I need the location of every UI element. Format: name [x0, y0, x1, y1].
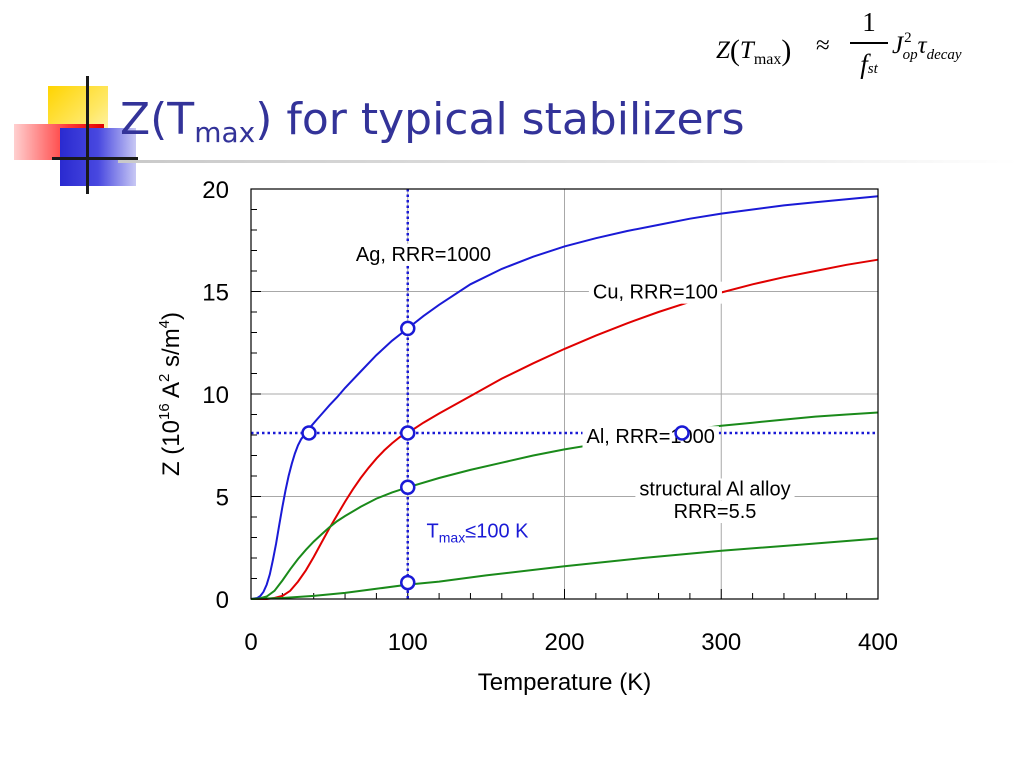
formula-j: J	[892, 32, 904, 59]
formula-t: T	[739, 37, 754, 64]
decorative-horizontal-line	[52, 157, 138, 160]
formula-rhs: J2opτdecay	[892, 30, 962, 63]
y-tick-label-20: 20	[202, 177, 229, 204]
series-label-background-5	[669, 501, 761, 524]
series-label-1: Ag, RRR=1000	[356, 244, 491, 266]
tick-labels: 0 100 200 300 400 0 5 10 15 20	[202, 177, 898, 656]
formula-t-subscript: max	[753, 51, 782, 68]
series-labels: Ag, RRR=1000 Cu, RRR=100 Al, RRR=1000 struc…	[351, 243, 795, 524]
formula-denominator: fst	[850, 46, 888, 87]
formula-f: f	[860, 48, 868, 79]
formula-z: Z	[716, 37, 730, 64]
formula-numerator: 1	[862, 7, 876, 37]
series-label-background-2	[588, 281, 722, 304]
series-label-background-1	[351, 243, 495, 266]
decorative-vertical-line	[86, 76, 89, 194]
series-label-background-4	[635, 478, 795, 501]
marker-1	[301, 425, 317, 441]
y-tick-label-0: 0	[216, 587, 229, 614]
formula-j-superscript: 2	[904, 30, 912, 46]
formula-tau-subscript: decay	[926, 47, 962, 63]
marker-4	[400, 479, 416, 496]
plot-frame	[250, 188, 879, 600]
y-tick-label-15: 15	[202, 280, 229, 307]
chart-markers	[301, 320, 690, 591]
slide-title-subscript: max	[194, 116, 256, 149]
formula-close-paren: )	[781, 34, 792, 67]
series-label-3: Al, RRR=1000	[587, 426, 715, 448]
marker-5	[400, 574, 416, 591]
slide-title-rest: ) for typical stabilizers	[255, 94, 745, 145]
series-line-1	[250, 195, 879, 600]
x-tick-label-0: 0	[244, 629, 257, 656]
x-tick-label-200: 200	[544, 629, 584, 656]
slide-title: Z(Tmax) for typical stabilizers	[120, 88, 745, 152]
formula-tau: τ	[917, 32, 927, 59]
x-axis-label: Temperature (K)	[478, 669, 651, 696]
formula-fraction-bar	[850, 42, 888, 44]
formula-f-subscript: st	[867, 60, 878, 77]
formula-open-paren: (	[729, 34, 740, 67]
formula-approx-sign: ≈	[816, 32, 830, 59]
marker-2	[400, 425, 416, 441]
tmax-annotation: Tmax≤100 K	[427, 521, 530, 546]
x-tick-label-100: 100	[388, 629, 428, 656]
marker-6	[674, 425, 690, 441]
chart-ticks	[251, 209, 848, 599]
x-tick-label-400: 400	[858, 629, 898, 656]
formula-fraction: 1 fst	[850, 4, 888, 87]
series-line-4	[250, 537, 879, 600]
y-tick-label-10: 10	[202, 382, 229, 409]
chart-grid	[251, 189, 878, 599]
series-label-5: RRR=5.5	[674, 501, 757, 523]
y-tick-label-5: 5	[216, 485, 229, 512]
slide-title-main: Z(T	[120, 94, 195, 145]
formula-lhs: Z(Tmax)	[716, 32, 792, 68]
title-underline-rule	[118, 160, 1018, 163]
formula-j-subscript: op	[902, 47, 918, 63]
x-tick-label-300: 300	[701, 629, 741, 656]
series-label-4: structural Al alloy	[639, 478, 790, 500]
marker-3	[400, 320, 416, 337]
series-label-2: Cu, RRR=100	[593, 282, 718, 304]
y-axis-label: Z (1016 A2 s/m4)	[156, 312, 185, 476]
